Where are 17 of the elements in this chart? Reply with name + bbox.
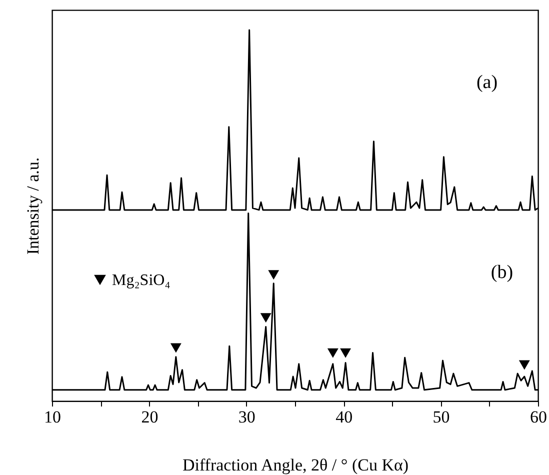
x-tick-label: 60 (530, 408, 547, 426)
point (327, 348, 338, 358)
annotation: (a) (476, 72, 498, 93)
annotation: (b) (490, 262, 514, 283)
legend-label: Mg₂SiO₄ (112, 272, 171, 289)
x-tick-label: 40 (336, 408, 353, 426)
point (268, 270, 280, 280)
x-tick-label: 20 (141, 408, 158, 426)
point (518, 360, 530, 370)
point (340, 348, 352, 358)
x-tick-label: 30 (238, 408, 256, 426)
y-axis-title: Intensity / a.u. (24, 157, 42, 255)
x-tick-label: 10 (44, 408, 61, 426)
x-axis-title: Diffraction Angle, 2θ / ° (Cu Kα) (182, 456, 409, 474)
point (260, 313, 272, 323)
x-tick-label: 50 (432, 408, 450, 426)
point (170, 343, 182, 353)
